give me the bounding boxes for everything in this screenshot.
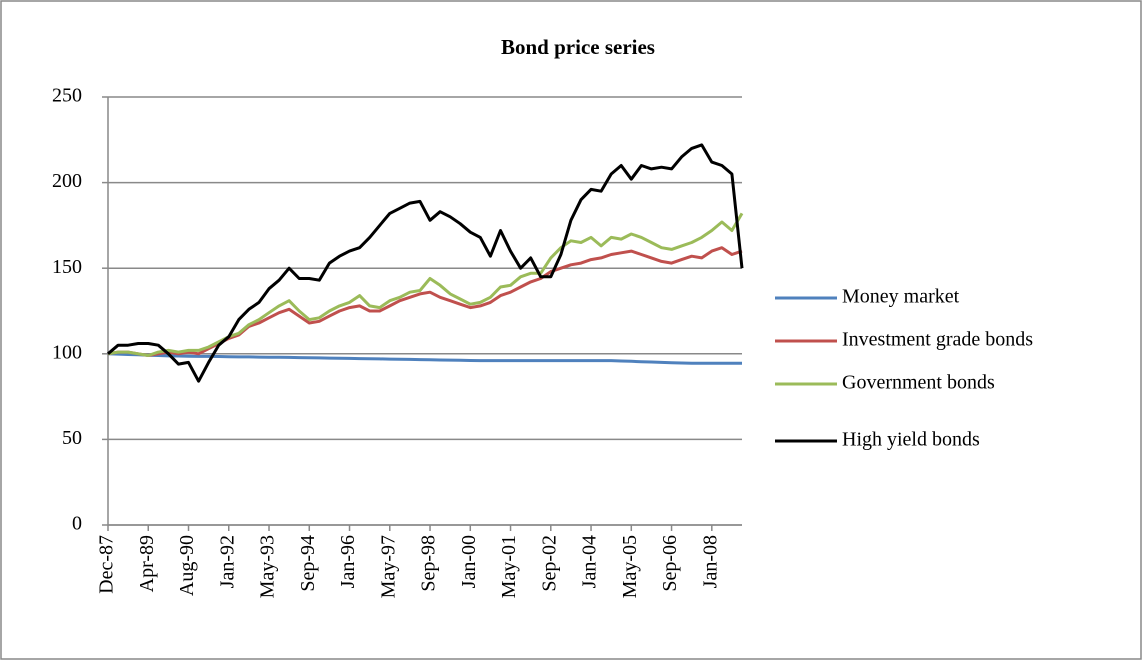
x-tick-label: Jan-04 xyxy=(579,535,601,588)
series-line xyxy=(107,143,744,383)
legend-label: Investment grade bonds xyxy=(842,329,1033,351)
x-tick-label: May-01 xyxy=(498,535,520,598)
x-tick-label: Jan-96 xyxy=(337,535,359,588)
x-tick-label: Sep-98 xyxy=(418,535,440,592)
x-tick-label: Jan-00 xyxy=(458,535,480,588)
x-tick-label: Sep-94 xyxy=(297,535,319,592)
legend-label: Money market xyxy=(842,286,960,308)
series-line xyxy=(107,246,743,357)
y-tick-label: 250 xyxy=(52,85,82,107)
x-tick-label: May-05 xyxy=(619,535,641,598)
x-tick-label: Sep-02 xyxy=(538,535,560,592)
chart-title: Bond price series xyxy=(501,35,655,59)
y-tick-label: 50 xyxy=(62,427,82,449)
x-tick-label: Sep-06 xyxy=(659,535,681,592)
x-tick-label: Dec-87 xyxy=(96,535,118,594)
y-tick-label: 0 xyxy=(72,513,82,535)
x-tick-label: May-93 xyxy=(257,535,279,598)
plot-area: 0 50 100 150 200 250 Dec-87 Apr-89 Aug-90 Jan-92 M… xyxy=(52,85,744,598)
x-tick-label: Jan-08 xyxy=(699,535,721,588)
y-tick-label: 150 xyxy=(52,256,82,278)
y-tick-label: 100 xyxy=(52,341,82,363)
legend-label: High yield bonds xyxy=(842,429,980,451)
x-tick-label: Aug-90 xyxy=(176,535,198,596)
y-tick-label: 200 xyxy=(52,170,82,192)
x-tick-label: Apr-89 xyxy=(136,535,158,592)
x-tick-label: Jan-92 xyxy=(216,535,238,588)
legend-label: Government bonds xyxy=(842,372,995,394)
legend: Money market Investment grade bonds Govern… xyxy=(775,286,1033,451)
series-line xyxy=(107,212,744,357)
x-tick-label: May-97 xyxy=(377,535,399,598)
